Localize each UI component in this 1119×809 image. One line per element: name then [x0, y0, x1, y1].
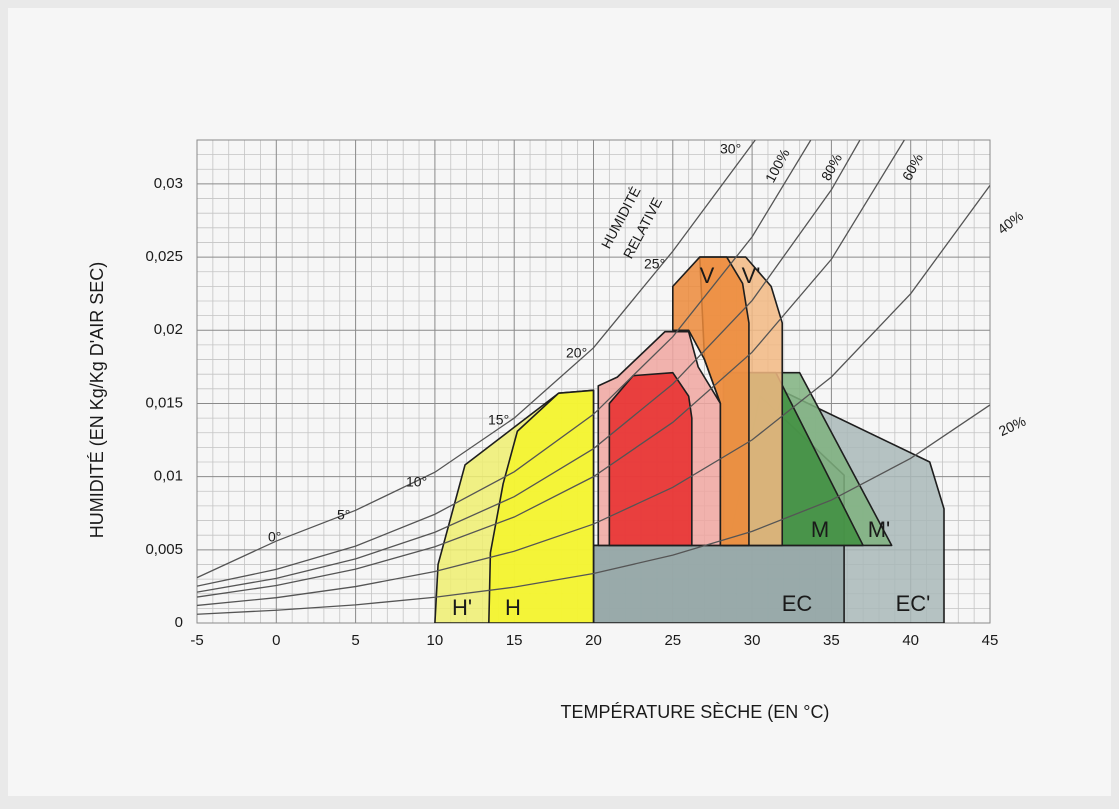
curve [197, 140, 861, 593]
curves [197, 140, 990, 615]
zone-label: H' [452, 595, 472, 620]
curve-label: 15° [488, 412, 509, 428]
x-tick-label: 45 [982, 632, 999, 649]
zone-label: H [505, 595, 521, 620]
curve [197, 184, 990, 607]
zone-label: EC [782, 591, 813, 616]
y-tick-label: 0,005 [145, 541, 183, 558]
x-tick-label: 0 [272, 632, 280, 649]
zone [671, 256, 750, 547]
curve-label: 0° [268, 529, 281, 545]
y-tick-label: 0,015 [145, 394, 183, 411]
x-tick-label: 25 [664, 632, 681, 649]
zone-label: V [700, 263, 715, 288]
x-tick-label: 35 [823, 632, 840, 649]
zone [608, 371, 693, 547]
x-axis-title: TEMPÉRATURE SÈCHE (EN °C) [561, 702, 830, 722]
x-tick-label: 10 [427, 632, 444, 649]
x-tick-label: 15 [506, 632, 523, 649]
curve-label: 10° [406, 474, 427, 490]
zone-label: V' [742, 263, 761, 288]
y-tick-label: 0,02 [154, 321, 183, 338]
curve-label: 5° [337, 507, 350, 523]
curve [197, 404, 990, 615]
curve [197, 140, 756, 579]
y-tick-label: 0,01 [154, 468, 183, 485]
y-tick-label: 0,03 [154, 175, 183, 192]
zone-label: M [811, 517, 829, 542]
zone-label: M' [868, 517, 891, 542]
zones [434, 256, 945, 623]
curve-label: 25° [644, 256, 665, 272]
zone [488, 389, 595, 623]
x-tick-label: 20 [585, 632, 602, 649]
curve-label: 20° [566, 345, 587, 361]
x-tick-label: 30 [744, 632, 761, 649]
zone-label: EC' [896, 591, 931, 616]
x-tick-label: 5 [351, 632, 359, 649]
curve-label: 30° [720, 141, 741, 157]
curve [197, 140, 812, 587]
curve [197, 140, 905, 598]
y-tick-label: 0,025 [145, 248, 183, 265]
x-tick-label: -5 [190, 632, 203, 649]
x-tick-label: 40 [902, 632, 919, 649]
y-axis-title: HUMIDITÉ (EN Kg/Kg D'AIR SEC) [87, 262, 107, 538]
y-tick-label: 0 [175, 614, 183, 631]
